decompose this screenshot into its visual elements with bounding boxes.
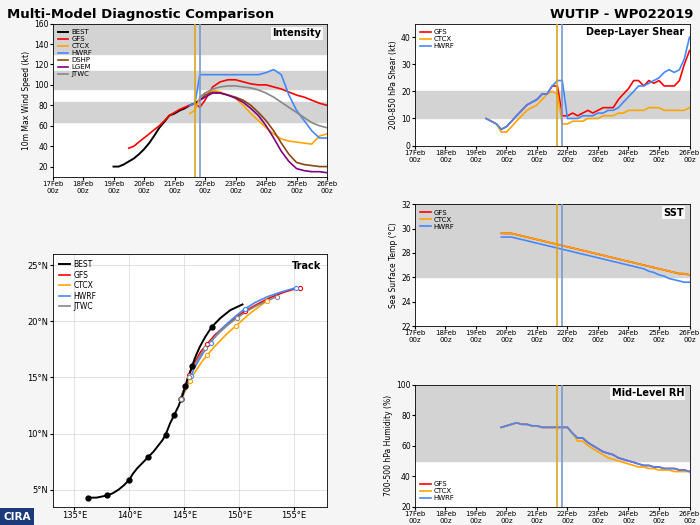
Bar [415,204,690,277]
Y-axis label: Sea Surface Temp (°C): Sea Surface Temp (°C) [389,222,398,308]
Text: WUTIP - WP022019: WUTIP - WP022019 [550,8,693,21]
Y-axis label: 10m Max Wind Speed (kt): 10m Max Wind Speed (kt) [22,50,31,150]
Legend: BEST, GFS, CTCX, HWRF, DSHP, LGEM, JTWC: BEST, GFS, CTCX, HWRF, DSHP, LGEM, JTWC [56,27,94,79]
Bar [52,70,327,89]
Text: SST: SST [664,208,684,218]
Text: Track: Track [292,261,321,271]
Legend: BEST, GFS, CTCX, HWRF, JTWC: BEST, GFS, CTCX, HWRF, JTWC [56,258,99,313]
Text: Multi-Model Diagnostic Comparison: Multi-Model Diagnostic Comparison [7,8,274,21]
Text: Mid-Level RH: Mid-Level RH [612,388,684,398]
Legend: GFS, CTCX, HWRF: GFS, CTCX, HWRF [419,479,456,503]
Bar [415,385,690,461]
Legend: GFS, CTCX, HWRF: GFS, CTCX, HWRF [419,27,456,51]
Y-axis label: 700-500 hPa Humidity (%): 700-500 hPa Humidity (%) [384,395,393,496]
Bar [52,102,327,122]
Text: Intensity: Intensity [272,28,321,38]
Text: Deep-Layer Shear: Deep-Layer Shear [586,27,684,37]
Bar [52,24,327,54]
Y-axis label: 200-850 hPa Shear (kt): 200-850 hPa Shear (kt) [389,40,398,129]
Text: CIRA: CIRA [4,512,31,522]
Legend: GFS, CTCX, HWRF: GFS, CTCX, HWRF [419,207,456,232]
Bar [415,91,690,119]
